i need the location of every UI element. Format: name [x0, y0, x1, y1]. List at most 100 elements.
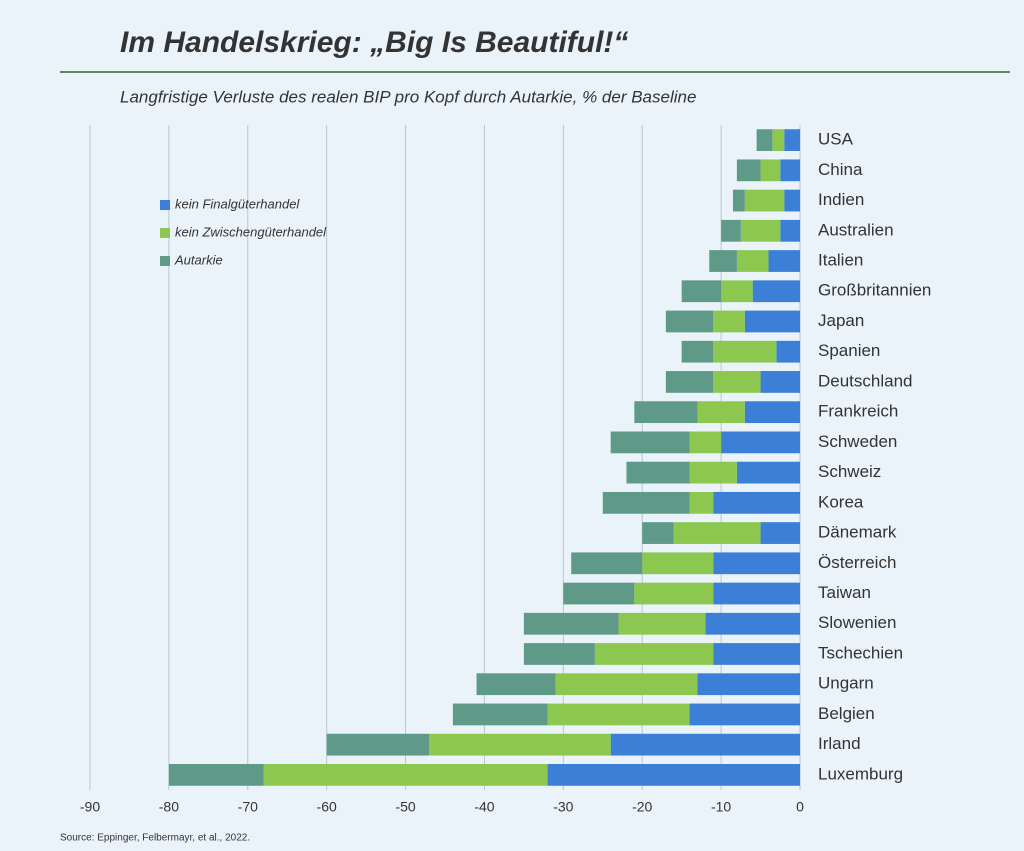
bar-segment: [665, 310, 714, 333]
bar-segment: [721, 219, 741, 242]
bar-segment: [689, 491, 714, 514]
category-label: Italien: [818, 251, 863, 270]
bar-segment: [713, 371, 761, 393]
bar-segment: [326, 733, 430, 756]
category-label: Japan: [818, 311, 864, 330]
bar-segment: [602, 491, 690, 514]
bar-segment: [429, 733, 611, 756]
category-label: Taiwan: [818, 583, 871, 602]
bar-segment: [736, 159, 761, 182]
x-tick-label: -30: [553, 799, 573, 815]
category-label: Schweden: [818, 432, 897, 451]
bar-segment: [744, 401, 800, 424]
bar-segment: [618, 612, 706, 635]
category-label: Dänemark: [818, 523, 897, 542]
bar-segment: [744, 310, 800, 333]
bar-segment: [689, 431, 722, 454]
legend-label: kein Zwischengüterhandel: [175, 224, 327, 239]
bar-segment: [610, 733, 800, 756]
category-label: Indien: [818, 190, 864, 209]
bar-segment: [681, 340, 714, 363]
bar-segment: [784, 129, 800, 151]
bar-segment: [634, 582, 714, 605]
bar-segment: [665, 371, 714, 393]
bar-segment: [744, 189, 785, 212]
x-tick-label: -90: [80, 799, 100, 815]
bar-segment: [713, 643, 800, 665]
bar-segment: [768, 250, 800, 272]
bar-segment: [610, 431, 690, 454]
bar-segment: [780, 219, 800, 242]
source-note: Source: Eppinger, Felbermayr, et al., 20…: [60, 833, 250, 844]
category-label: Australien: [818, 220, 894, 239]
bar-segment: [756, 129, 773, 151]
bar-segment: [555, 673, 698, 696]
bar-segment: [760, 522, 800, 544]
category-label: Frankreich: [818, 402, 898, 421]
category-label: Belgien: [818, 704, 875, 723]
bar-segment: [689, 703, 800, 726]
legend-label: Autarkie: [174, 252, 223, 267]
bar-segment: [476, 673, 556, 696]
bar-segment: [772, 129, 785, 151]
category-label: Slowenien: [818, 613, 896, 632]
category-label: Irland: [818, 734, 861, 753]
bar-segment: [713, 491, 800, 514]
bar-segment: [626, 461, 690, 484]
bar-segment: [736, 250, 769, 272]
bar-segment: [721, 431, 800, 454]
bar-segment: [523, 612, 619, 635]
bar-segment: [713, 582, 800, 605]
x-tick-label: -60: [317, 799, 337, 815]
x-tick-label: -50: [395, 799, 415, 815]
bar-segment: [571, 552, 643, 575]
category-label: Korea: [818, 492, 864, 511]
bar-segment: [760, 159, 781, 182]
bar-segment: [713, 310, 745, 333]
bar-segment: [634, 401, 698, 424]
x-tick-label: 0: [796, 799, 804, 815]
category-label: Großbritannien: [818, 281, 931, 300]
bar-segment: [776, 340, 800, 363]
bar-segment: [732, 189, 745, 212]
bar-segment: [673, 522, 761, 544]
bar-segment: [697, 401, 745, 424]
legend-label: kein Finalgüterhandel: [175, 196, 300, 211]
category-label: Spanien: [818, 341, 880, 360]
x-tick-label: -20: [632, 799, 652, 815]
bar-segment: [780, 159, 800, 182]
bar-segment: [721, 280, 753, 303]
bar-segment: [263, 764, 548, 786]
legend-swatch: [160, 228, 170, 238]
chart-subtitle: Langfristige Verluste des realen BIP pro…: [120, 87, 696, 106]
bar-segment: [697, 673, 800, 696]
bar-segment: [523, 643, 595, 665]
bar-segment: [736, 461, 800, 484]
bar-segment: [740, 219, 781, 242]
legend-swatch: [160, 256, 170, 266]
category-label: Luxemburg: [818, 764, 903, 783]
bar-segment: [547, 764, 800, 786]
bar-segment: [642, 522, 674, 544]
bar-segment: [689, 461, 737, 484]
category-label: Schweiz: [818, 462, 881, 481]
bar-segment: [168, 764, 264, 786]
bar-segment: [784, 189, 800, 212]
category-label: USA: [818, 130, 854, 149]
x-tick-label: -80: [159, 799, 179, 815]
category-label: Österreich: [818, 553, 896, 572]
x-tick-label: -10: [711, 799, 731, 815]
category-label: Ungarn: [818, 674, 874, 693]
bar-segment: [752, 280, 800, 303]
category-label: Deutschland: [818, 371, 913, 390]
category-label: Tschechien: [818, 643, 903, 662]
x-tick-label: -40: [474, 799, 494, 815]
bar-segment: [452, 703, 548, 726]
bar-segment: [594, 643, 714, 665]
bar-segment: [563, 582, 635, 605]
category-label: China: [818, 160, 863, 179]
bar-segment: [760, 371, 800, 393]
chart-title: Im Handelskrieg: „Big Is Beautiful!“: [120, 26, 628, 59]
bar-segment: [705, 612, 800, 635]
